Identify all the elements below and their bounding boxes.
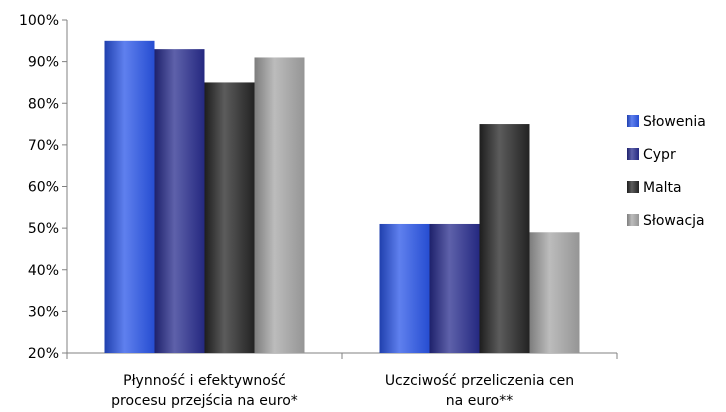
axes: 20% 30% 40% 50% 60% 70% 80% 90% 100% xyxy=(19,13,618,362)
y-tick-label: 60% xyxy=(28,180,59,196)
bars xyxy=(104,40,580,354)
y-tick-label: 50% xyxy=(28,221,59,237)
y-tick-label: 80% xyxy=(28,96,59,112)
category-label: Płynność i efektywność xyxy=(123,373,286,389)
category-label: na euro** xyxy=(446,393,513,409)
legend-label: Cypr xyxy=(643,147,676,163)
y-tick-label: 40% xyxy=(28,263,59,279)
bar-3-cat-2 xyxy=(479,124,530,353)
bar-2-cat-1 xyxy=(154,49,205,353)
y-tick-label: 20% xyxy=(28,346,59,362)
category-labels: Płynność i efektywność procesu przejścia … xyxy=(111,373,574,409)
category-label: Uczciwość przeliczenia cen xyxy=(385,373,574,389)
bar-1-cat-1 xyxy=(104,40,155,353)
bar-4-cat-2 xyxy=(529,232,580,353)
y-tick-label: 70% xyxy=(28,138,59,154)
bar-1-cat-2 xyxy=(379,223,430,353)
legend-label: Słowacja xyxy=(643,213,705,229)
legend: Słowenia Cypr Malta Słowacja xyxy=(627,114,706,229)
legend-swatch xyxy=(627,181,639,193)
category-label: procesu przejścia na euro* xyxy=(111,393,298,409)
legend-label: Słowenia xyxy=(643,114,706,130)
legend-swatch xyxy=(627,148,639,160)
bar-2-cat-2 xyxy=(429,223,480,353)
bar-4-cat-1 xyxy=(254,57,305,354)
y-tick-label: 30% xyxy=(28,304,59,320)
y-tick-label: 90% xyxy=(28,55,59,71)
legend-label: Malta xyxy=(643,180,682,196)
legend-swatch xyxy=(627,115,639,127)
y-tick-label: 100% xyxy=(19,13,59,29)
bar-3-cat-1 xyxy=(204,82,255,353)
legend-swatch xyxy=(627,214,639,226)
